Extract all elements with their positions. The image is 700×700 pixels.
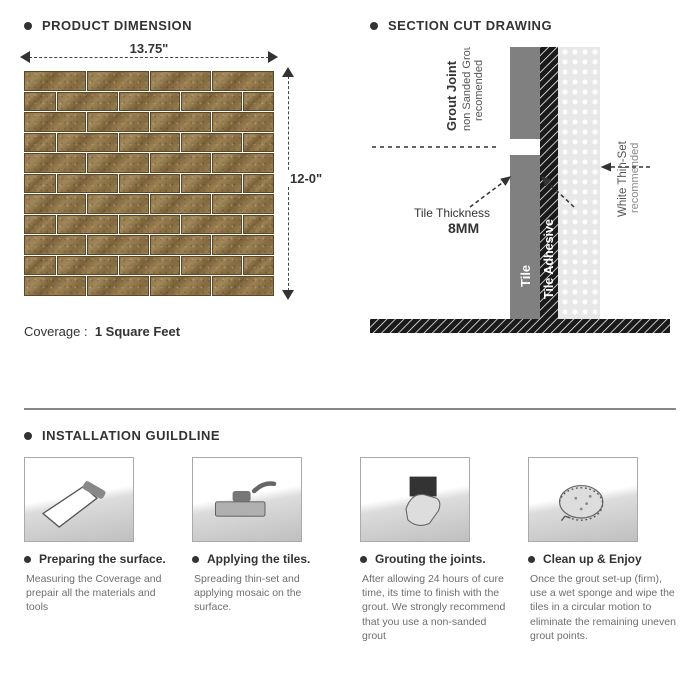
section-cut-heading: SECTION CUT DRAWING [370,18,676,33]
tile-piece [243,174,275,194]
tile-row [24,235,274,255]
tile-row [24,174,274,194]
step-description: Spreading thin-set and applying mosaic o… [192,572,340,615]
tile-piece [119,174,180,194]
tile-piece [150,194,212,214]
tile-row [24,215,274,235]
svg-text:recommended: recommended [629,143,641,213]
tile-dimension-figure: 13.75" 12-0" [24,47,314,296]
install-step: Preparing the surface. Measuring the Cove… [24,457,172,643]
product-dimension-heading: PRODUCT DIMENSION [24,18,330,33]
tile-piece [24,174,56,194]
tile-mosaic-image [24,71,274,296]
step-title: Grouting the joints. [360,552,508,566]
tile-piece [57,215,118,235]
svg-text:Grout Joint: Grout Joint [444,60,459,131]
svg-text:Tile Adhesive: Tile Adhesive [542,219,556,299]
tile-piece [57,256,118,276]
tile-piece [24,153,86,173]
svg-text:non Sanded Grout: non Sanded Grout [461,47,473,131]
step-description: Measuring the Coverage and prepair all t… [24,572,172,615]
tile-piece [181,215,242,235]
section-cut-panel: SECTION CUT DRAWING [330,18,676,398]
tile-piece [57,133,118,153]
tile-piece [181,256,242,276]
tile-piece [119,215,180,235]
tile-piece [24,133,56,153]
tile-piece [87,194,149,214]
step-illustration [360,457,470,542]
install-step: Applying the tiles. Spreading thin-set an… [192,457,340,643]
tile-piece [24,92,56,112]
tile-piece [212,235,274,255]
tile-piece [212,112,274,132]
tile-piece [24,276,86,296]
tile-piece [87,112,149,132]
tile-row [24,194,274,214]
step-title: Preparing the surface. [24,552,172,566]
tile-piece [87,153,149,173]
install-step: Clean up & Enjoy Once the grout set-up (f… [528,457,676,643]
tile-piece [150,153,212,173]
svg-text:Tile: Tile [518,265,533,287]
tile-piece [150,71,212,91]
tile-piece [181,174,242,194]
tile-row [24,153,274,173]
tile-piece [119,133,180,153]
tile-piece [24,194,86,214]
svg-text:recomended: recomended [473,60,485,121]
tile-row [24,276,274,296]
tile-piece [212,153,274,173]
tile-piece [87,235,149,255]
tile-row [24,256,274,276]
step-illustration [192,457,302,542]
installation-steps-row: Preparing the surface. Measuring the Cove… [24,457,676,643]
tile-piece [24,112,86,132]
section-divider [24,408,676,410]
tile-piece [212,276,274,296]
section-cut-diagram: Grout Joint non Sanded Grout recomended … [370,47,670,347]
coverage-text: Coverage : 1 Square Feet [24,324,330,339]
tile-piece [24,215,56,235]
height-dimension-label: 12-0" [274,171,324,186]
step-description: Once the grout set-up (firm), use a wet … [528,572,676,643]
product-dimension-panel: PRODUCT DIMENSION 13.75" 12-0" Coverage … [24,18,330,398]
step-title: Clean up & Enjoy [528,552,676,566]
tile-piece [243,92,275,112]
step-illustration [528,457,638,542]
tile-piece [87,71,149,91]
tile-row [24,133,274,153]
tile-piece [150,276,212,296]
installation-heading: INSTALLATION GUILDLINE [24,428,676,443]
tile-piece [119,256,180,276]
step-title: Applying the tiles. [192,552,340,566]
tile-piece [243,256,275,276]
install-step: Grouting the joints. After allowing 24 ho… [360,457,508,643]
tile-piece [119,92,180,112]
width-dimension-label: 13.75" [119,41,179,56]
tile-piece [181,133,242,153]
svg-text:White Thin-Set: White Thin-Set [617,140,629,217]
tile-piece [24,235,86,255]
tile-thickness-value: 8MM [448,220,479,236]
tile-row [24,71,274,91]
tile-piece [24,71,86,91]
step-illustration [24,457,134,542]
tile-row [24,92,274,112]
tile-piece [57,92,118,112]
tile-piece [181,92,242,112]
tile-piece [150,235,212,255]
tile-piece [243,215,275,235]
tile-piece [150,112,212,132]
tile-piece [87,276,149,296]
tile-row [24,112,274,132]
step-description: After allowing 24 hours of cure time, it… [360,572,508,643]
tile-piece [24,256,56,276]
tile-piece [243,133,275,153]
tile-piece [57,174,118,194]
tile-thickness-label: Tile Thickness [414,206,490,220]
tile-piece [212,194,274,214]
tile-piece [212,71,274,91]
